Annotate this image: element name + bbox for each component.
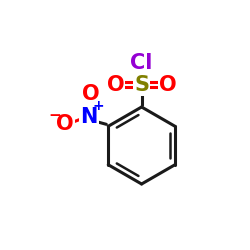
Text: +: + [92, 99, 104, 113]
Text: O: O [82, 84, 100, 104]
Text: O: O [159, 75, 176, 95]
Text: −: − [48, 108, 61, 122]
Text: O: O [107, 75, 124, 95]
Text: S: S [134, 75, 149, 95]
Text: O: O [56, 114, 74, 134]
Text: Cl: Cl [130, 53, 153, 73]
Text: N: N [80, 106, 98, 126]
